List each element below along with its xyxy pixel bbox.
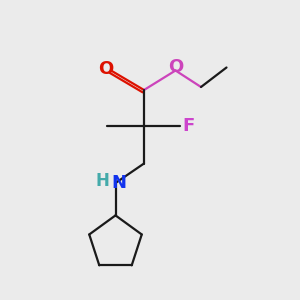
Text: O: O (98, 60, 113, 78)
Text: F: F (182, 117, 194, 135)
Text: O: O (168, 58, 183, 76)
Text: N: N (111, 174, 126, 192)
Text: H: H (95, 172, 109, 190)
